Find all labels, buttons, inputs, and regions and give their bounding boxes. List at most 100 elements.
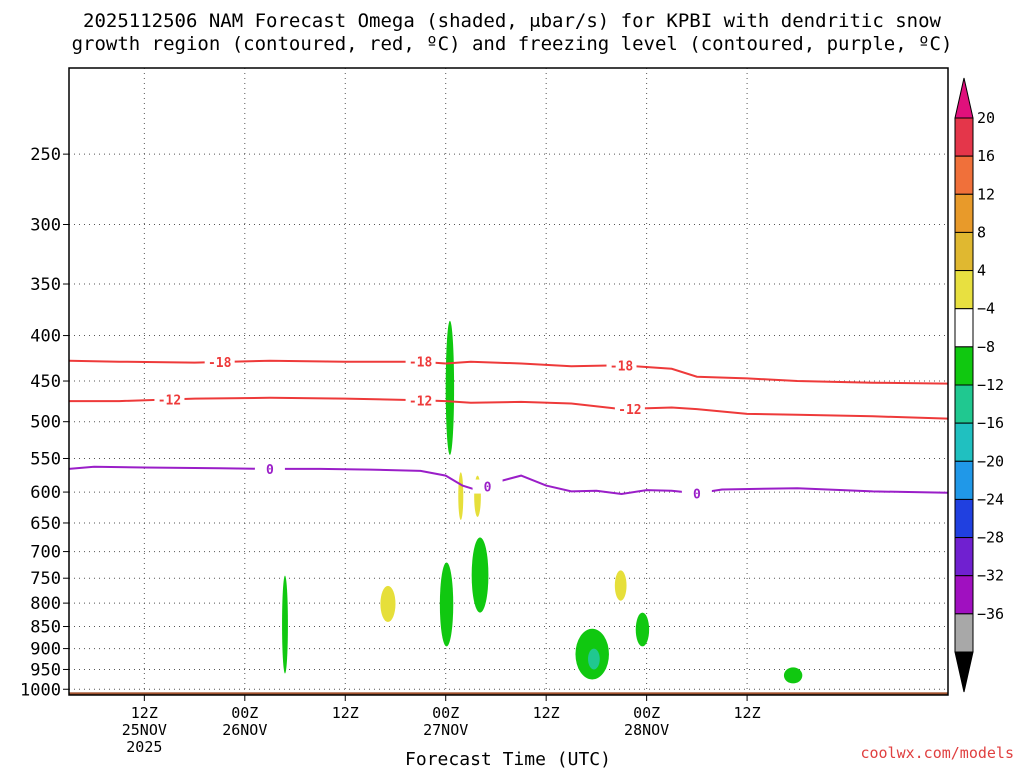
- contour-label-bg: [681, 486, 712, 501]
- x-tick-date: 26NOV: [222, 721, 267, 739]
- colorbar-swatch: [954, 193, 974, 233]
- colorbar-top-arrow: [954, 77, 974, 119]
- y-tick-label: 500: [30, 413, 61, 433]
- contour-line: [69, 396, 949, 420]
- colorbar-swatch: [954, 117, 974, 157]
- colorbar-swatch: [954, 308, 974, 348]
- x-tick-label: 12Z: [131, 704, 158, 722]
- y-tick-label: 400: [30, 327, 61, 347]
- contour-label-bg: [614, 401, 645, 416]
- x-axis-label: Forecast Time (UTC): [405, 749, 611, 768]
- x-tick-label: 12Z: [734, 704, 761, 722]
- colorbar-legend: 20 16 12 8 4 −4 −8 −12 −16 −20 −24 −28 −32 −36: [954, 77, 1004, 693]
- omega-region: [445, 320, 455, 455]
- contour-label: -12: [618, 403, 641, 418]
- omega-region: [471, 537, 489, 613]
- credit-text: coolwx.com/models: [860, 744, 1014, 762]
- colorbar-label: −20: [977, 452, 1004, 470]
- y-tick-label: 750: [30, 569, 61, 589]
- colorbar-label: 8: [977, 223, 986, 241]
- x-tick-label: 00Z: [633, 704, 660, 722]
- x-tick-label: 00Z: [432, 704, 459, 722]
- x-tick-year: 2025: [126, 738, 162, 756]
- terrain-fill: [69, 692, 948, 695]
- contour-label-bg: [606, 358, 637, 373]
- contour-line: [68, 359, 949, 385]
- omega-region: [458, 472, 464, 520]
- contour-label-bg: [472, 479, 503, 494]
- contour-label: 0: [266, 463, 274, 478]
- omega-region: [380, 585, 396, 622]
- y-tick-label: 850: [30, 618, 61, 638]
- contour-label: 0: [693, 487, 701, 502]
- y-tick-label: 650: [30, 514, 61, 534]
- contour-lines: -18 -18 -18 -12 -12 -12 0 0 0: [68, 354, 949, 502]
- omega-region: [783, 667, 803, 684]
- contour-label-bg: [405, 393, 436, 408]
- x-tick-label: 12Z: [533, 704, 560, 722]
- colorbar-label: 20: [977, 109, 995, 127]
- contour-label: -18: [208, 356, 232, 371]
- contour-label-bg: [204, 354, 235, 369]
- colorbar-swatch: [954, 575, 974, 615]
- y-axis: 2503003504004505005506006507007508008509…: [20, 145, 69, 700]
- colorbar-swatch: [954, 422, 974, 462]
- y-tick-label: 950: [30, 660, 61, 680]
- y-tick-label: 900: [30, 640, 61, 660]
- contour-label-bg: [405, 354, 436, 369]
- colorbar-label: −32: [977, 567, 1004, 585]
- contour-label-bg: [154, 392, 185, 407]
- omega-region: [635, 612, 650, 647]
- x-tick-date: 27NOV: [423, 721, 468, 739]
- y-tick-label: 1000: [20, 680, 61, 700]
- colorbar-label: 4: [977, 262, 986, 280]
- colorbar-label: −36: [977, 605, 1004, 623]
- terrain-band: [69, 692, 948, 695]
- omega-region: [439, 562, 454, 647]
- x-tick-label: 00Z: [231, 704, 258, 722]
- contour-label: -12: [158, 393, 181, 408]
- colorbar-swatch: [954, 537, 974, 577]
- colorbar-swatch: [954, 155, 974, 195]
- colorbar-swatch: [954, 231, 974, 272]
- colorbar-label: 12: [977, 185, 995, 203]
- contour-label: -18: [409, 356, 433, 371]
- y-tick-label: 600: [30, 483, 61, 503]
- y-tick-label: 450: [30, 372, 61, 392]
- y-tick-label: 350: [30, 275, 61, 295]
- colorbar-label: −28: [977, 529, 1004, 547]
- contour-label-bg: [254, 461, 285, 476]
- omega-region: [614, 570, 627, 601]
- omega-region: [282, 575, 288, 674]
- contour-label: -12: [409, 394, 432, 409]
- colorbar-label: −16: [977, 414, 1004, 432]
- x-tick-date: 25NOV: [122, 721, 167, 739]
- y-tick-label: 300: [30, 216, 61, 236]
- colorbar-label: 16: [977, 147, 995, 165]
- y-tick-label: 550: [30, 449, 61, 469]
- chart-title-line2: growth region (contoured, red, ºC) and f…: [71, 33, 953, 55]
- x-tick-label: 12Z: [332, 704, 359, 722]
- x-tick-date: 28NOV: [624, 721, 669, 739]
- colorbar-label: −24: [977, 490, 1004, 508]
- colorbar-swatch: [954, 346, 974, 386]
- chart-title-line1: 2025112506 NAM Forecast Omega (shaded, μ…: [83, 10, 941, 32]
- omega-shading: [282, 320, 803, 684]
- colorbar-swatch: [954, 613, 974, 653]
- colorbar-bottom-arrow: [954, 651, 974, 693]
- y-tick-label: 700: [30, 543, 61, 563]
- contour-label: -18: [610, 359, 634, 374]
- omega-region: [588, 648, 600, 670]
- colorbar-swatch: [954, 498, 974, 539]
- colorbar-label: −12: [977, 376, 1004, 394]
- colorbar-swatch: [954, 460, 974, 500]
- contour-label: 0: [484, 481, 492, 496]
- colorbar-swatch: [954, 384, 974, 424]
- colorbar-label: −4: [977, 300, 995, 318]
- y-tick-label: 250: [30, 145, 61, 165]
- y-tick-label: 800: [30, 594, 61, 614]
- colorbar-label: −8: [977, 338, 995, 356]
- colorbar-swatch: [954, 270, 974, 310]
